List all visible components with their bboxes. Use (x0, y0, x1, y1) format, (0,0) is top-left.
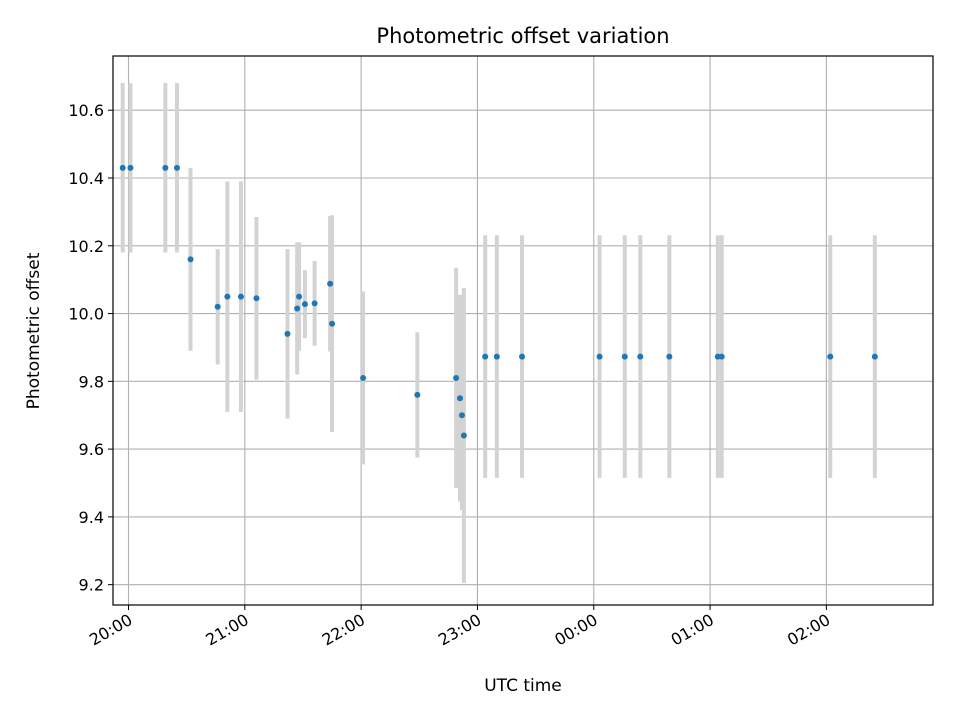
data-point (327, 280, 334, 287)
y-tick-label: 10.2 (68, 237, 104, 256)
y-tick-label: 10.6 (68, 101, 104, 120)
data-point (294, 305, 301, 312)
data-point (414, 391, 421, 398)
data-point (493, 353, 500, 360)
y-axis-ticks: 9.2 9.4 9.6 9.8 10.0 10.2 10.4 10.6 (68, 101, 113, 595)
data-point (284, 330, 291, 337)
y-axis-label: Photometric offset (24, 252, 44, 409)
y-tick-label: 9.2 (79, 576, 104, 595)
data-point (187, 256, 194, 263)
data-point (871, 353, 878, 360)
y-tick-label: 10.4 (68, 169, 104, 188)
data-point (458, 412, 465, 419)
data-point (301, 301, 308, 308)
plot-frame (112, 55, 934, 606)
data-point (224, 293, 231, 300)
data-point (456, 395, 463, 402)
chart-title: Photometric offset variation (376, 24, 669, 48)
data-point (621, 353, 628, 360)
data-point (296, 293, 303, 300)
y-tick-label: 10.0 (68, 305, 104, 324)
data-point (360, 374, 367, 381)
data-point (482, 353, 489, 360)
data-point (637, 353, 644, 360)
data-point (237, 293, 244, 300)
y-tick-label: 9.4 (79, 508, 104, 527)
data-point (718, 353, 725, 360)
data-point (173, 164, 180, 171)
x-axis-label: UTC time (484, 676, 562, 696)
data-point (329, 320, 336, 327)
data-point (460, 432, 467, 439)
data-point (453, 374, 460, 381)
y-tick-label: 9.6 (79, 440, 104, 459)
data-points (119, 164, 878, 439)
data-point (214, 303, 221, 310)
y-tick-label: 9.8 (79, 372, 104, 391)
data-point (162, 164, 169, 171)
data-point (311, 300, 318, 307)
data-point (519, 353, 526, 360)
data-point (596, 353, 603, 360)
data-point (119, 164, 126, 171)
data-point (253, 295, 260, 302)
data-point (666, 353, 673, 360)
data-point (827, 353, 834, 360)
data-point (127, 164, 134, 171)
